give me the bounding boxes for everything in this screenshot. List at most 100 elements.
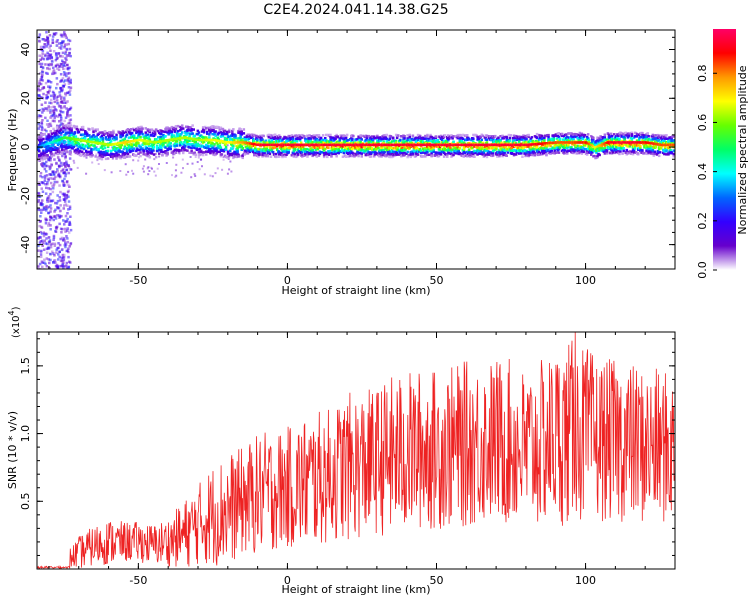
spectrogram-cell (65, 58, 68, 61)
spectrogram-cell (461, 152, 465, 155)
spectrogram-cell (67, 38, 70, 42)
spectrogram-cell (432, 149, 435, 152)
spectrogram-cell (56, 82, 59, 86)
spectrogram-cell (158, 152, 161, 155)
spectrogram-cell (42, 231, 45, 234)
spectrogram-cell (38, 33, 42, 36)
spectrogram-cell (111, 158, 114, 160)
spectrogram-cell (191, 142, 194, 146)
spectrogram-cell (94, 128, 97, 131)
spectrogram-cell (173, 144, 177, 147)
spectrogram-cell (232, 144, 235, 148)
spectrogram-cell (154, 152, 157, 155)
spectrogram-cell (242, 128, 246, 131)
spectrogram-cell (215, 152, 218, 155)
spectrogram-cell (50, 173, 53, 177)
spectrogram-cell (552, 139, 555, 142)
spectrogram-cell (390, 140, 394, 143)
spectrogram-cell (473, 145, 476, 148)
spectrogram-cell (101, 140, 105, 143)
spectrogram-cell (57, 246, 60, 250)
spectrogram-cell (138, 156, 140, 159)
spectrogram-cell (48, 173, 51, 176)
spectrogram-cell (44, 63, 47, 66)
spectrogram-cell (224, 142, 228, 145)
spectrogram-cell (52, 252, 55, 255)
spectrogram-cell (53, 254, 56, 257)
spectrogram-cell (72, 143, 75, 146)
spectrogram-cell (61, 59, 64, 62)
spectrogram-cell (63, 227, 67, 231)
spectrogram-cell (96, 128, 99, 131)
spectrogram-cell (59, 190, 62, 194)
spectrogram-cell (217, 146, 220, 150)
spectrogram-cell (42, 248, 46, 251)
spectrogram-cell (446, 155, 449, 158)
spectrogram-cell (382, 148, 385, 152)
spectrogram-cell (164, 150, 167, 153)
spectrogram-cell (229, 149, 232, 153)
spectrogram-cell (68, 125, 71, 129)
spectrogram-cell (466, 145, 470, 148)
spectrogram-cell (43, 261, 46, 264)
spectrogram-cell (56, 180, 59, 184)
spectrogram-cell (117, 147, 120, 151)
spectrogram-cell (174, 175, 177, 178)
spectrogram-cell (366, 147, 370, 151)
spectrogram-cell (370, 135, 374, 138)
spectrogram-cell (132, 149, 135, 152)
spectrogram-cell (89, 138, 92, 141)
spectrogram-cell (389, 135, 393, 138)
spectrogram-cell (52, 72, 56, 75)
spectrogram-cell (102, 133, 106, 137)
spectrogram-cell (424, 149, 427, 153)
spectrogram-cell (236, 137, 239, 140)
spectrogram-cell (110, 149, 113, 153)
spectrogram-cell (253, 153, 256, 157)
spectrogram-cell (435, 145, 439, 148)
spectrogram-cell (491, 149, 495, 153)
spectrogram-cell (52, 50, 56, 53)
spectrogram-cell (524, 145, 527, 149)
spectrogram-cell (513, 136, 517, 140)
spectrogram-cell (40, 62, 44, 66)
spectrogram-cell (42, 137, 45, 141)
spectrogram-cell (140, 125, 143, 129)
spectrogram-cell (418, 148, 422, 151)
spectrogram-cell (523, 149, 526, 152)
spectrogram-cell (59, 237, 62, 241)
spectrogram-cell (54, 151, 58, 155)
spectrogram-cell (428, 149, 431, 153)
spectrogram-cell (256, 150, 259, 154)
spectrogram-cell (61, 138, 64, 142)
spectrogram-cell (317, 154, 321, 157)
spectrogram-cell (46, 57, 49, 60)
spectrogram-cell (316, 147, 320, 150)
spectrogram-cell (44, 81, 48, 85)
spectrogram-cell (268, 152, 272, 156)
spectrogram-cell (173, 153, 176, 156)
spectrogram-cell (57, 206, 61, 210)
spectrogram-cell (195, 145, 199, 148)
spectrogram-cell (67, 54, 71, 57)
spectrogram-cell (59, 54, 63, 58)
spectrogram-cell (407, 153, 410, 157)
spectrogram-cell (391, 136, 395, 139)
spectrogram-cell (400, 135, 403, 138)
spectrogram-cell (38, 235, 42, 239)
spectrogram-cell (460, 141, 464, 144)
spectrogram-cell (356, 137, 359, 141)
spectrogram-cell (41, 244, 44, 247)
spectrogram-cell (41, 199, 44, 202)
spectrogram-cell (256, 138, 259, 142)
spectrogram-cell (49, 207, 53, 210)
spectrogram-cell (446, 154, 449, 157)
spectrogram-cell (334, 152, 337, 156)
spectrogram-cell (62, 85, 66, 88)
spectrogram-cell (58, 243, 62, 247)
spectrogram-cell (253, 139, 256, 142)
spectrogram-cell (49, 122, 52, 125)
spectrogram-cell (39, 78, 42, 81)
spectrogram-cell (471, 146, 474, 150)
spectrogram-cell (336, 135, 339, 139)
